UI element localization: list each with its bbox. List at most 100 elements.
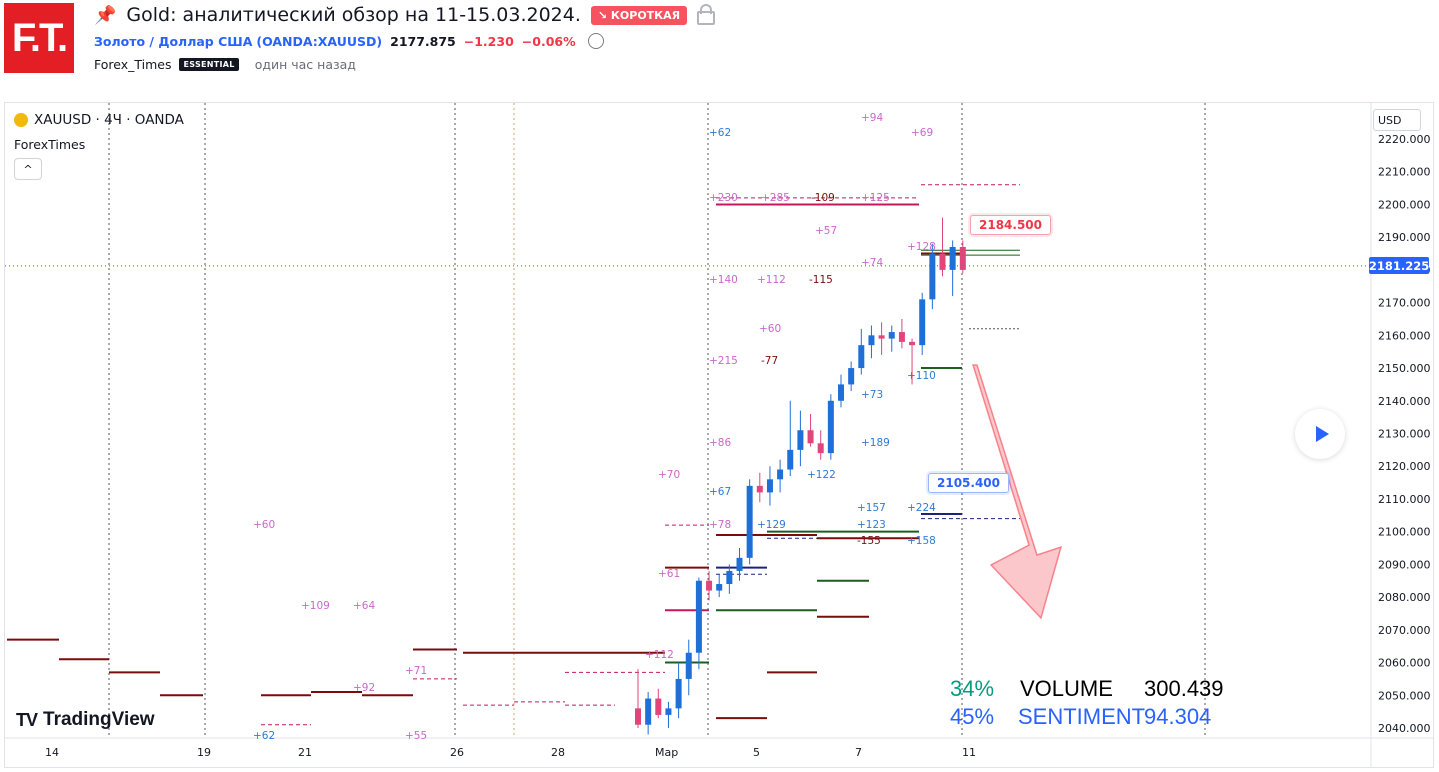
level-annotation: -109 <box>811 192 835 204</box>
candle-body <box>959 246 966 270</box>
current-price: 2177.875 <box>390 33 456 49</box>
candle-body <box>888 332 895 339</box>
y-tick-label: 2070.000 <box>1378 624 1431 637</box>
candle-body <box>838 384 844 401</box>
tradingview-wordmark: TradingView <box>43 709 155 730</box>
lock-icon <box>697 4 716 25</box>
y-tick-label: 2220.000 <box>1378 133 1431 146</box>
candle-body <box>797 430 804 450</box>
level-annotation: -155 <box>857 535 881 547</box>
x-tick-label: 14 <box>45 746 59 759</box>
currency-button[interactable]: USD <box>1373 109 1421 131</box>
level-annotation: +78 <box>709 519 731 531</box>
last-price-label: 2181.225 <box>1368 257 1430 274</box>
level-annotation: +86 <box>709 437 731 449</box>
y-tick-label: 2080.000 <box>1378 591 1431 604</box>
y-tick-label: 2210.000 <box>1378 166 1431 179</box>
collapse-button[interactable]: ^ <box>14 158 42 180</box>
level-annotation: +71 <box>405 665 427 677</box>
tradingview-logo[interactable]: TV TradingView <box>16 709 155 731</box>
level-annotation: +189 <box>861 437 890 449</box>
level-annotation: +158 <box>907 535 936 547</box>
chart-author-label: ForexTimes <box>14 137 86 152</box>
level-annotation: +62 <box>253 730 275 742</box>
candle-body <box>817 443 824 454</box>
x-tick-label: 21 <box>298 746 312 759</box>
candle-body <box>665 708 672 715</box>
level-annotation: +140 <box>709 274 738 286</box>
x-tick-label: 19 <box>197 746 211 759</box>
level-annotation: -115 <box>809 274 833 286</box>
candle-body <box>736 557 743 571</box>
candle-body <box>949 246 956 270</box>
y-tick-label: 2170.000 <box>1378 297 1431 310</box>
candle-body <box>858 345 865 369</box>
alarm-clock-icon[interactable] <box>587 33 604 49</box>
level-annotation: +215 <box>709 355 738 367</box>
candle-body <box>766 479 773 493</box>
symbol-code-link[interactable]: (OANDA:XAUUSD) <box>256 33 383 49</box>
x-tick-label: 26 <box>450 746 464 759</box>
y-tick-label: 2060.000 <box>1378 657 1431 670</box>
y-tick-label: 2110.000 <box>1378 493 1431 506</box>
level-annotation: +57 <box>815 225 837 237</box>
level-annotation: +128 <box>907 241 936 253</box>
candle-body <box>706 580 713 591</box>
target-price-tag-red: 2184.500 <box>970 215 1052 235</box>
y-tick-label: 2050.000 <box>1378 689 1431 702</box>
essential-badge: ESSENTIAL <box>179 58 239 71</box>
level-annotation: +92 <box>353 682 375 694</box>
y-tick-label: 2090.000 <box>1378 558 1431 571</box>
level-annotation: +64 <box>353 600 375 612</box>
y-tick-label: 2200.000 <box>1378 198 1431 211</box>
level-annotation: +60 <box>253 519 275 531</box>
candle-body <box>685 652 692 679</box>
candle-body <box>635 708 641 725</box>
chevron-up-icon: ^ <box>23 162 33 176</box>
level-annotation: +129 <box>757 519 786 531</box>
candle-body <box>756 485 763 493</box>
candlestick-chart[interactable]: 2220.0002210.0002200.0002190.0002180.000… <box>5 103 1433 767</box>
candle-body <box>716 584 723 591</box>
y-tick-label: 2190.000 <box>1378 231 1431 244</box>
short-projection-arrow <box>971 364 1063 620</box>
y-tick-label: 2140.000 <box>1378 395 1431 408</box>
pin-icon: 📌 <box>94 4 117 26</box>
level-annotation: +230 <box>709 192 738 204</box>
x-tick-label: Мар <box>655 746 678 759</box>
idea-title-row: 📌 Gold: аналитический обзор на 11-15.03.… <box>94 4 716 26</box>
level-annotation: +94 <box>861 112 883 124</box>
gold-coin-icon <box>14 113 28 127</box>
level-annotation: +112 <box>757 274 786 286</box>
candle-body <box>645 698 652 725</box>
candle-body <box>878 335 885 339</box>
level-annotation: +74 <box>861 257 883 269</box>
level-annotation: -77 <box>761 355 778 367</box>
author-name[interactable]: Forex_Times <box>94 57 172 72</box>
chart-legend[interactable]: XAUUSD · 4Ч · OANDA <box>14 112 184 128</box>
symbol-row: Золото / Доллар США (OANDA:XAUUSD) 2177.… <box>94 33 604 49</box>
tradingview-mark-icon: TV <box>16 709 38 730</box>
level-annotation: +125 <box>861 192 890 204</box>
symbol-link[interactable]: Золото / Доллар США <box>94 33 253 49</box>
candle-body <box>787 449 794 470</box>
candle-body <box>868 335 875 346</box>
y-tick-label: 2120.000 <box>1378 460 1431 473</box>
volume-pct: 34% <box>950 676 995 701</box>
candle-body <box>777 469 784 480</box>
chart-frame[interactable]: 2220.0002210.0002200.0002190.0002180.000… <box>4 102 1434 768</box>
candle-body <box>807 430 814 444</box>
level-annotation: +69 <box>911 127 933 139</box>
author-row: Forex_Times ESSENTIAL один час назад <box>94 57 356 72</box>
sentiment-label: SENTIMENT <box>1018 704 1146 729</box>
legend-symbol: XAUUSD · 4Ч · OANDA <box>34 112 184 128</box>
level-annotation: +224 <box>907 502 936 514</box>
level-annotation: +112 <box>645 649 674 661</box>
y-tick-label: 2040.000 <box>1378 722 1431 735</box>
play-button[interactable] <box>1295 409 1345 459</box>
forextimes-logo[interactable]: F.T. <box>4 3 74 73</box>
publish-time: один час назад <box>254 57 356 72</box>
x-tick-label: 7 <box>855 746 862 759</box>
level-annotation: +157 <box>857 502 886 514</box>
level-annotation: +61 <box>658 568 680 580</box>
